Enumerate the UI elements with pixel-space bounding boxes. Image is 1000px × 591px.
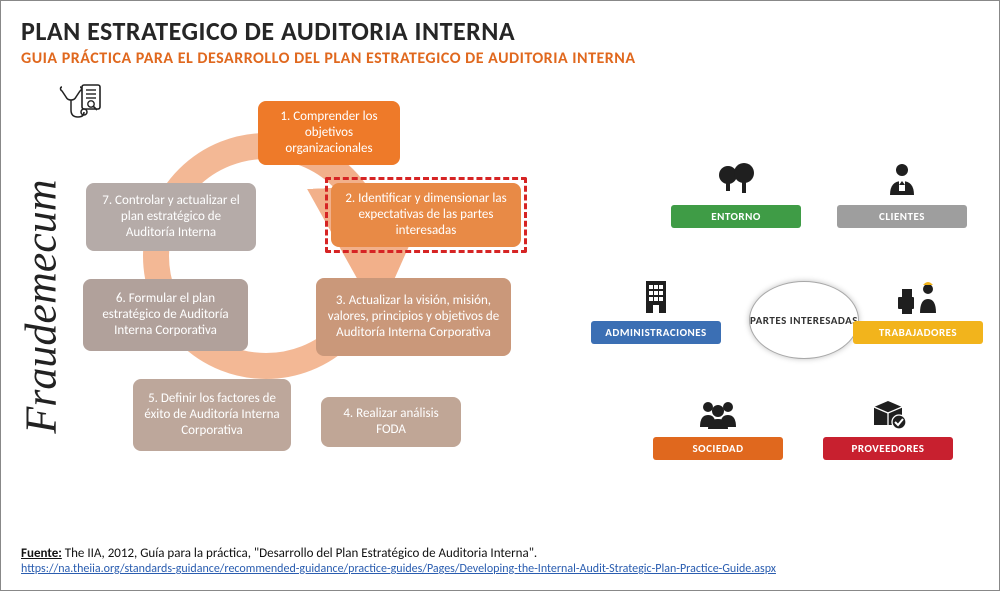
stakeholder-label: CLIENTES [837, 205, 967, 228]
source-text: The IIA, 2012, Guía para la práctica, "D… [62, 546, 537, 561]
stakeholder-label: SOCIEDAD [653, 437, 783, 460]
source-label: Fuente: [21, 546, 62, 561]
header: PLAN ESTRATEGICO DE AUDITORIA INTERNA GU… [1, 1, 999, 72]
trees-icon [671, 161, 801, 201]
page-subtitle: GUIA PRÁCTICA PARA EL DESARROLLO DEL PLA… [21, 49, 979, 68]
cycle-step-3: 3. Actualizar la visión, misión, valores… [316, 278, 511, 356]
stakeholder-label: PROVEEDORES [823, 437, 953, 460]
source-citation: Fuente: The IIA, 2012, Guía para la prác… [21, 546, 961, 576]
stakeholder-proveedores: PROVEEDORES [823, 393, 953, 460]
workers-icon [853, 277, 983, 317]
cycle-step-7: 7. Controlar y actualizar el plan estrat… [86, 183, 256, 251]
cycle-step-highlight [325, 177, 527, 253]
page-title: PLAN ESTRATEGICO DE AUDITORIA INTERNA [21, 15, 979, 47]
stakeholder-label: TRABAJADORES [853, 321, 983, 344]
cycle-diagram: 1. Comprender los objetivos organizacion… [71, 101, 491, 521]
cycle-step-5: 5. Definir los factores de éxito de Audi… [133, 379, 291, 451]
cycle-step-4: 4. Realizar análisis FODA [321, 397, 461, 447]
stakeholders-diagram: PARTES INTERESADAS ENTORNO CLIENTES ADMI… [591, 161, 986, 491]
stakeholder-entorno: ENTORNO [671, 161, 801, 228]
providers-icon [823, 393, 953, 433]
source-link[interactable]: https://na.theiia.org/standards-guidance… [21, 562, 776, 576]
cycle-step-6: 6. Formular el plan estratégico de Audit… [83, 279, 248, 351]
society-icon [653, 393, 783, 433]
clients-icon [837, 161, 967, 201]
watermark-brand: Fraudemecum [16, 132, 67, 482]
admin-icon [591, 277, 721, 317]
stakeholder-sociedad: SOCIEDAD [653, 393, 783, 460]
stakeholder-clientes: CLIENTES [837, 161, 967, 228]
stakeholder-label: ADMINISTRACIONES [591, 321, 721, 344]
cycle-step-1: 1. Comprender los objetivos organizacion… [258, 101, 400, 165]
stakeholder-administraciones: ADMINISTRACIONES [591, 277, 721, 344]
stakeholder-trabajadores: TRABAJADORES [853, 277, 983, 344]
stakeholder-label: ENTORNO [671, 205, 801, 228]
stakeholders-hub: PARTES INTERESADAS [749, 281, 859, 359]
